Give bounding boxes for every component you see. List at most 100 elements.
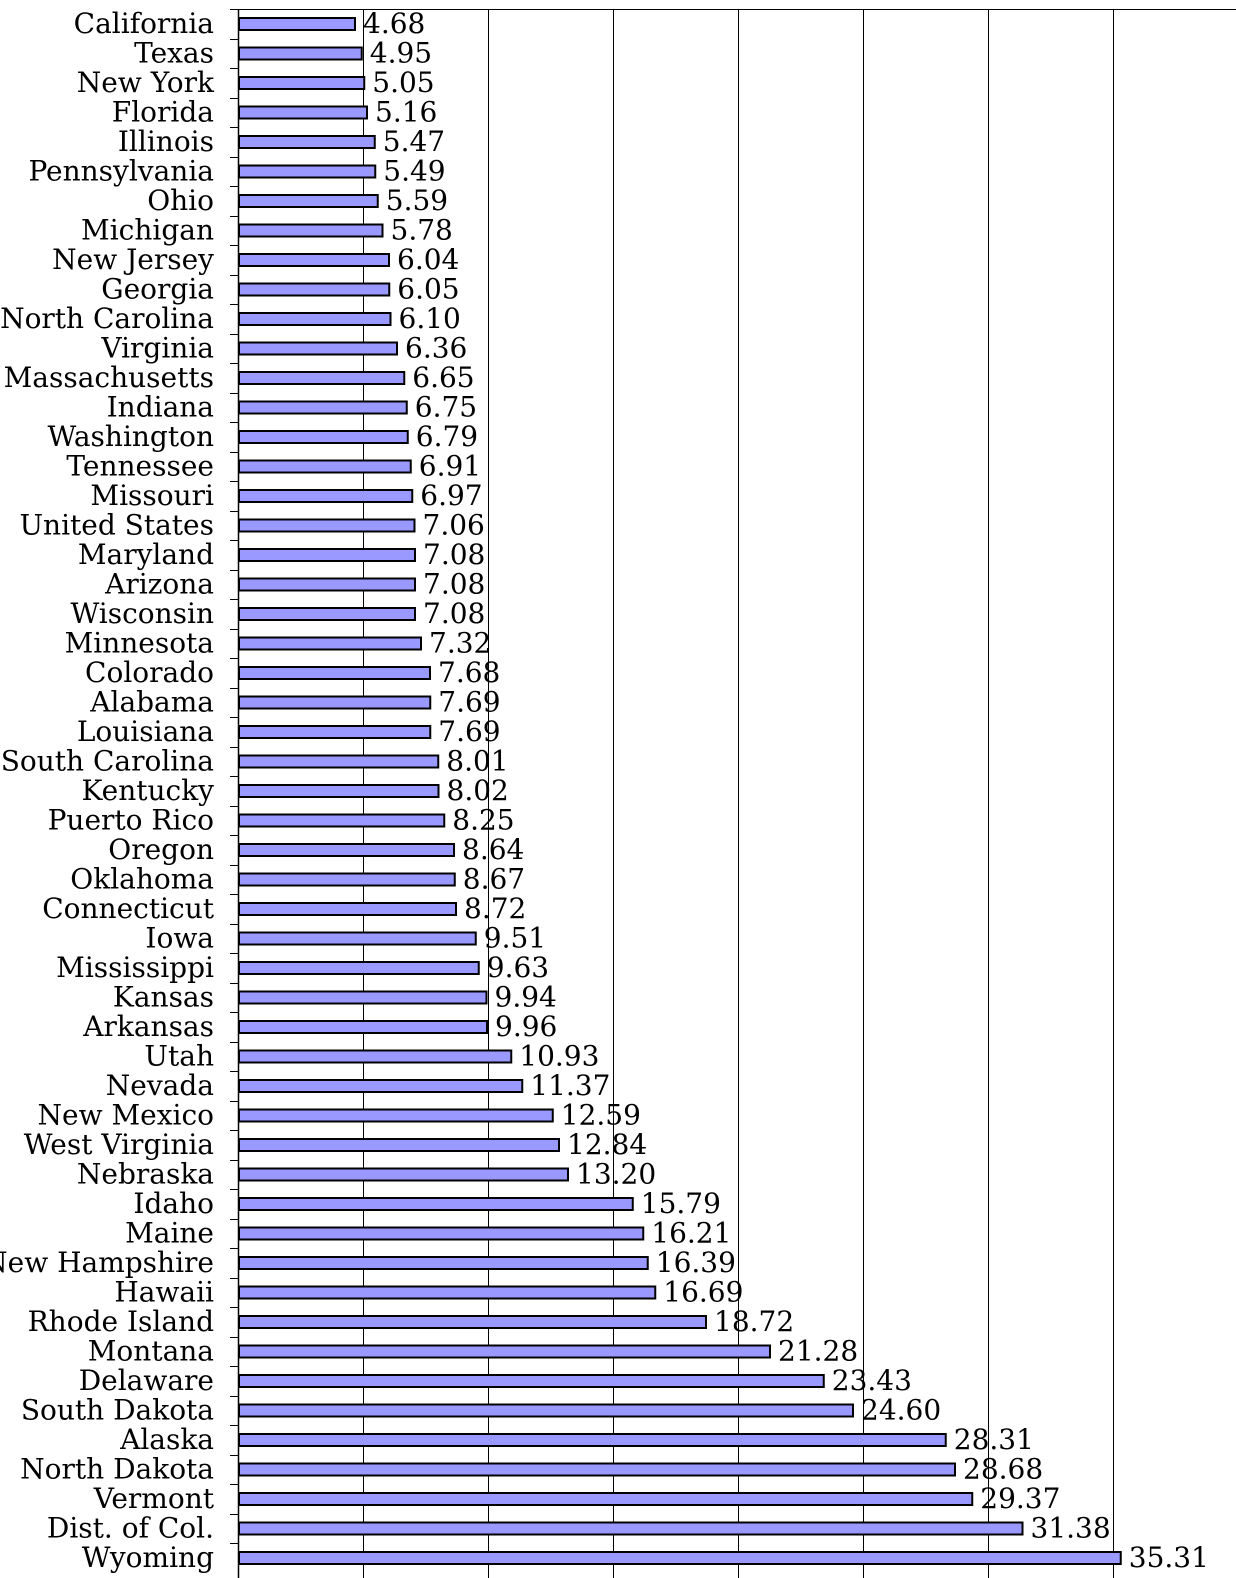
value-label: 8.72 (464, 892, 526, 925)
category-label: Oregon (108, 833, 214, 866)
category-label: Virginia (100, 332, 214, 365)
value-label: 6.05 (397, 273, 459, 306)
bar (238, 105, 368, 120)
bar (238, 282, 391, 297)
category-label: Utah (144, 1040, 214, 1073)
category-label: Puerto Rico (48, 804, 214, 837)
bar (238, 1049, 513, 1064)
category-label: Alabama (89, 686, 214, 719)
value-label: 5.05 (372, 66, 434, 99)
value-labels: 4.684.955.055.165.475.495.595.786.046.05… (363, 7, 1209, 1574)
bar (238, 607, 416, 621)
bar (238, 1374, 825, 1388)
bar (238, 489, 414, 503)
value-label: 24.60 (861, 1394, 941, 1427)
bar (238, 76, 366, 90)
bar (238, 1551, 1122, 1565)
bar (238, 1433, 947, 1447)
category-label: Nevada (106, 1069, 214, 1102)
bar (238, 784, 440, 798)
category-label: Iowa (145, 922, 214, 955)
category-label: Michigan (81, 214, 214, 247)
bar (238, 1403, 854, 1418)
bar (238, 872, 456, 887)
bar (238, 1492, 974, 1506)
category-label: Ohio (147, 184, 214, 217)
category-label: Idaho (133, 1187, 214, 1220)
category-label: Louisiana (77, 715, 214, 748)
category-label: Georgia (101, 273, 214, 306)
value-label: 6.65 (412, 361, 474, 394)
category-label: Colorado (85, 656, 214, 689)
bar (238, 695, 432, 710)
bar (238, 17, 356, 31)
value-label: 11.37 (530, 1069, 610, 1102)
category-label: Arizona (104, 568, 214, 601)
bars (238, 17, 1122, 1565)
category-label: Washington (48, 420, 215, 453)
value-label: 7.68 (438, 656, 500, 689)
bar (238, 1521, 1024, 1536)
bar (238, 990, 488, 1005)
bar (238, 636, 422, 651)
bar (238, 1462, 956, 1477)
category-label: Massachusetts (4, 361, 214, 394)
bar (238, 1079, 524, 1093)
category-label: Mississippi (56, 951, 214, 984)
bar (238, 459, 412, 474)
value-label: 9.96 (495, 1010, 557, 1043)
category-label: New Hampshire (0, 1246, 214, 1279)
category-label: Wyoming (82, 1541, 214, 1574)
value-label: 29.37 (980, 1482, 1060, 1515)
bar (238, 1315, 707, 1329)
category-label: New Mexico (38, 1099, 214, 1132)
category-label: Minnesota (65, 627, 214, 660)
bar (238, 577, 416, 592)
value-label: 7.06 (423, 509, 485, 542)
value-label: 6.36 (405, 332, 467, 365)
category-label: Arkansas (82, 1010, 214, 1043)
value-label: 7.32 (429, 627, 491, 660)
bar (238, 1256, 649, 1270)
category-label: New Jersey (52, 243, 214, 276)
bar (238, 46, 363, 61)
category-label: Alaska (119, 1423, 214, 1456)
value-label: 8.01 (446, 745, 508, 778)
value-label: 12.84 (567, 1128, 647, 1161)
value-label: 5.16 (375, 96, 437, 129)
value-label: 8.02 (447, 774, 509, 807)
value-label: 28.31 (954, 1423, 1034, 1456)
value-label: 4.68 (363, 7, 425, 40)
value-label: 6.91 (419, 450, 481, 483)
value-label: 7.69 (438, 715, 500, 748)
category-label: Delaware (79, 1364, 214, 1397)
value-label: 5.47 (383, 125, 445, 158)
bar (238, 548, 416, 562)
value-label: 6.97 (420, 479, 482, 512)
category-label: Hawaii (114, 1276, 214, 1309)
category-label: Oklahoma (70, 863, 214, 896)
bar (238, 1167, 569, 1182)
category-label: South Carolina (1, 745, 214, 778)
bar (238, 371, 406, 385)
bar (238, 518, 416, 533)
bar (238, 725, 432, 739)
category-label: Tennessee (66, 450, 214, 483)
value-label: 6.79 (416, 420, 478, 453)
bar (238, 223, 384, 238)
value-label: 9.94 (495, 981, 557, 1014)
value-label: 5.78 (391, 214, 453, 247)
value-label: 15.79 (641, 1187, 721, 1220)
value-label: 6.04 (397, 243, 459, 276)
bar (238, 754, 440, 769)
gridlines (238, 9, 1236, 1578)
category-label: Texas (134, 37, 214, 70)
value-label: 16.39 (656, 1246, 736, 1279)
value-label: 7.08 (423, 597, 485, 630)
value-label: 9.63 (487, 951, 549, 984)
category-label: Dist. of Col. (47, 1512, 214, 1545)
bar (238, 312, 392, 326)
category-label: Vermont (93, 1482, 215, 1515)
